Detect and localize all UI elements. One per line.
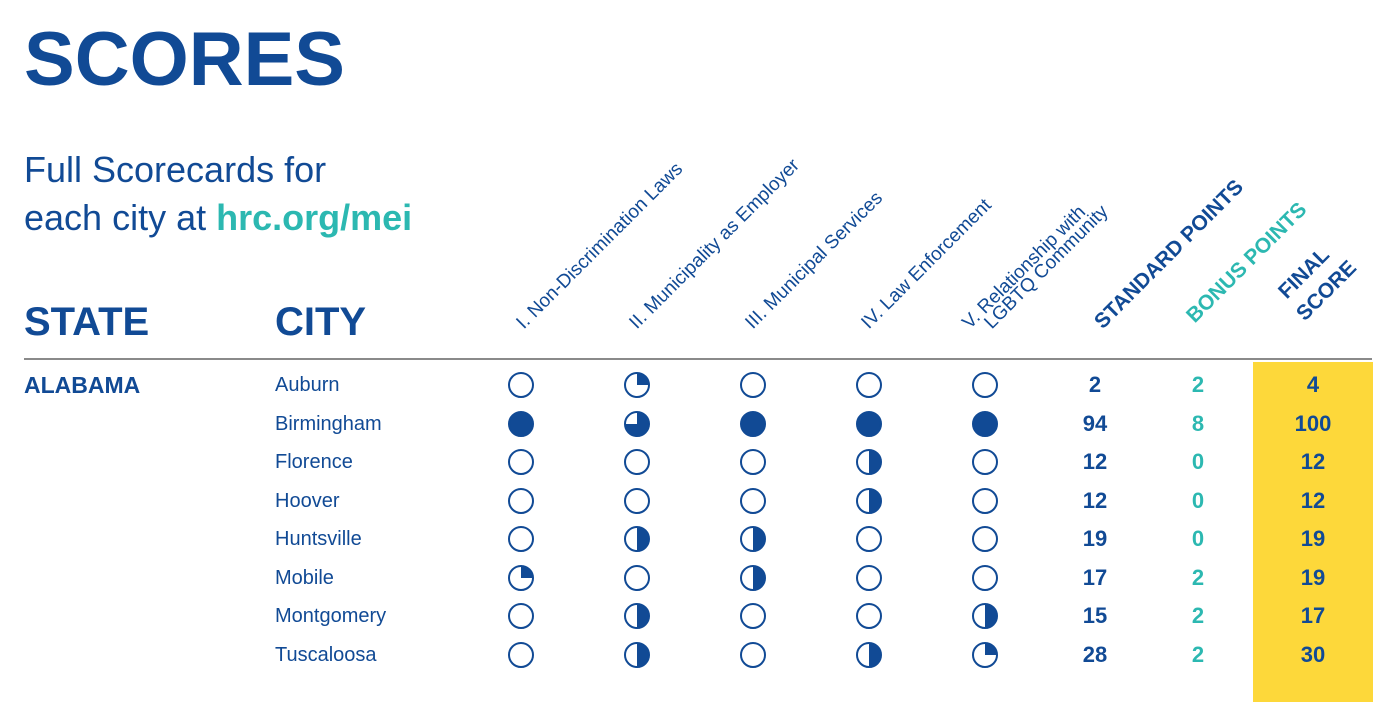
score-circle-category-3 xyxy=(740,526,766,552)
score-circle-category-2 xyxy=(624,526,650,552)
header-state: STATE xyxy=(24,300,150,344)
bonus-points-value: 2 xyxy=(1191,641,1205,667)
score-circle-category-5 xyxy=(972,449,998,475)
page-title: SCORES xyxy=(24,17,345,102)
city-name: Hoover xyxy=(275,489,340,512)
score-circle-category-2 xyxy=(624,564,650,591)
final-score-value: 12 xyxy=(1300,487,1326,513)
score-circle-category-1 xyxy=(508,564,534,591)
score-circle-category-3 xyxy=(740,487,766,514)
score-circle-category-1 xyxy=(508,603,534,629)
score-circle-category-4 xyxy=(856,564,882,591)
score-circle-category-1 xyxy=(508,487,534,514)
city-name: Tuscaloosa xyxy=(275,643,377,666)
score-circle-category-4 xyxy=(856,641,882,668)
standard-points-value: 2 xyxy=(1088,372,1102,397)
standard-points-value: 12 xyxy=(1082,487,1108,513)
final-score-value: 12 xyxy=(1300,449,1326,474)
score-circle-category-2 xyxy=(624,603,650,629)
city-name: Auburn xyxy=(275,374,340,396)
score-circle-category-3 xyxy=(740,372,766,398)
final-score-value: 100 xyxy=(1294,410,1332,436)
subtitle-line-1: Full Scorecards for xyxy=(24,149,327,190)
final-score-value: 19 xyxy=(1300,564,1326,590)
score-circle-category-5 xyxy=(972,372,998,398)
bonus-points-value: 2 xyxy=(1191,372,1205,397)
scorecard-link[interactable]: hrc.org/mei xyxy=(216,197,413,238)
score-circle-category-1 xyxy=(508,526,534,552)
score-circle-category-4 xyxy=(856,487,882,514)
score-circle-category-2 xyxy=(624,410,650,437)
standard-points-value: 28 xyxy=(1082,641,1108,667)
final-score-value: 4 xyxy=(1306,372,1320,397)
score-circle-category-2 xyxy=(624,487,650,514)
final-score-value: 17 xyxy=(1300,603,1326,628)
subtitle-prefix: each city at xyxy=(24,197,217,238)
score-circle-category-5 xyxy=(972,410,998,437)
bonus-points-value: 0 xyxy=(1191,526,1205,551)
score-circle-category-4 xyxy=(856,410,882,437)
score-circle-category-1 xyxy=(508,410,534,437)
score-circle-category-3 xyxy=(740,641,766,668)
header-divider xyxy=(24,358,1372,360)
header-city: CITY xyxy=(275,300,367,344)
score-circle-category-5 xyxy=(972,564,998,591)
city-name: Huntsville xyxy=(275,528,362,550)
score-circle-category-1 xyxy=(508,449,534,475)
score-circle-category-4 xyxy=(856,526,882,552)
standard-points-value: 12 xyxy=(1082,449,1108,474)
final-score-value: 19 xyxy=(1300,526,1326,551)
score-circle-category-1 xyxy=(508,372,534,398)
score-circle-category-4 xyxy=(856,372,882,398)
score-circle-category-3 xyxy=(740,603,766,629)
standard-points-value: 15 xyxy=(1082,603,1108,628)
state-name: ALABAMA xyxy=(24,372,141,398)
bonus-points-value: 0 xyxy=(1191,449,1205,474)
score-circle-category-2 xyxy=(624,449,650,475)
subtitle: Full Scorecards for each city at hrc.org… xyxy=(24,146,412,242)
score-circle-category-4 xyxy=(856,449,882,475)
final-score-highlight xyxy=(1253,362,1373,702)
score-circle-category-3 xyxy=(740,449,766,475)
score-circle-category-3 xyxy=(740,410,766,437)
bonus-points-value: 0 xyxy=(1191,487,1205,513)
score-circle-category-3 xyxy=(740,564,766,591)
score-circle-category-2 xyxy=(624,641,650,668)
score-circle-category-4 xyxy=(856,603,882,629)
bonus-points-value: 2 xyxy=(1191,564,1205,590)
score-circle-category-1 xyxy=(508,641,534,668)
city-name: Florence xyxy=(275,451,353,473)
final-score-value: 30 xyxy=(1300,641,1326,667)
score-circle-category-5 xyxy=(972,603,998,629)
bonus-points-value: 8 xyxy=(1191,410,1205,436)
subtitle-line-2: each city at hrc.org/mei xyxy=(24,194,412,242)
standard-points-value: 17 xyxy=(1082,564,1108,590)
header-standard-points: STANDARD POINTS xyxy=(1090,175,1248,334)
score-circle-category-5 xyxy=(972,641,998,668)
standard-points-value: 19 xyxy=(1082,526,1108,551)
city-name: Mobile xyxy=(275,566,334,589)
score-circle-category-5 xyxy=(972,526,998,552)
bonus-points-value: 2 xyxy=(1191,603,1205,628)
score-circle-category-5 xyxy=(972,487,998,514)
city-name: Birmingham xyxy=(275,412,382,435)
city-name: Montgomery xyxy=(275,605,387,627)
standard-points-value: 94 xyxy=(1082,410,1108,436)
score-circle-category-2 xyxy=(624,372,650,398)
